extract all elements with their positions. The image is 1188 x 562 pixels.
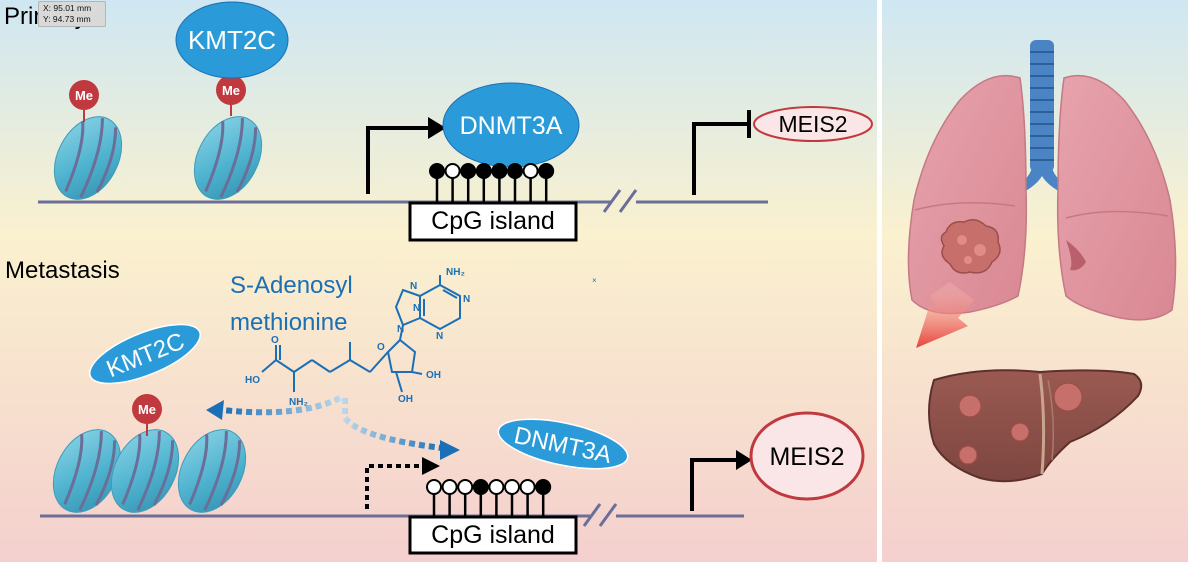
metastasis-promoter-arrowhead <box>422 457 440 475</box>
metastasis-cpg-island: CpG island <box>408 515 578 555</box>
primary-cpg-site-8-filled <box>538 163 555 202</box>
panel-divider <box>877 0 882 562</box>
primary-cpg-site-6-filled <box>507 163 523 202</box>
svg-text:Me: Me <box>138 402 156 417</box>
metastasis-cpg-site-4-filled <box>472 479 489 516</box>
metastasis-gene-arrowhead <box>736 450 752 470</box>
sam-atom-labels: NH₂ N N N N N O O HO NH₂ OH OH <box>245 267 470 408</box>
primary-cpg-lollipops <box>429 163 555 202</box>
primary-cpg-site-7-open <box>522 163 539 202</box>
primary-dna-break-icon <box>602 189 638 213</box>
primary-tumor-icon <box>940 219 1001 274</box>
coordinate-y-readout: Y: 94.73 mm <box>43 14 91 24</box>
metastasis-cpg-site-1-open <box>426 479 442 516</box>
metastasis-heading: Metastasis <box>5 257 120 284</box>
primary-cpg-site-5-filled <box>491 163 508 202</box>
metastasis-cpg-site-2-open <box>441 479 458 516</box>
svg-text:MEIS2: MEIS2 <box>778 111 847 137</box>
primary-cpg-site-3-filled <box>460 163 477 202</box>
svg-text:DNMT3A: DNMT3A <box>460 112 563 140</box>
primary-kmt2c-enzyme: KMT2C <box>175 1 289 79</box>
metastasis-cpg-site-3-open <box>457 479 474 516</box>
primary-methyl-mark-1: Me <box>69 80 99 122</box>
liver-illustration <box>928 369 1143 483</box>
metastasis-cpg-lollipops <box>426 479 552 516</box>
svg-text:N: N <box>436 331 443 342</box>
svg-text:O: O <box>377 342 385 353</box>
primary-methyl-mark-2: Me <box>216 75 246 116</box>
metastasis-gene-activation-arrow <box>690 458 738 511</box>
svg-text:KMT2C: KMT2C <box>188 25 276 55</box>
primary-cpg-site-4-filled <box>475 163 492 202</box>
svg-text:Me: Me <box>222 83 240 98</box>
primary-cpg-site-1-filled <box>429 163 445 202</box>
svg-text:HO: HO <box>245 375 260 386</box>
sam-name-line2: methionine <box>230 309 347 336</box>
stray-mark-icon: × <box>592 276 597 285</box>
svg-text:MEIS2: MEIS2 <box>769 443 844 471</box>
svg-text:CpG island: CpG island <box>431 521 555 549</box>
metastasis-methyl-mark: Me <box>132 394 162 436</box>
svg-text:NH₂: NH₂ <box>446 267 465 278</box>
metastasis-cpg-site-7-open <box>519 479 536 516</box>
sam-name-line1: S-Adenosyl <box>230 272 353 299</box>
primary-gene-repression-bar <box>692 122 748 195</box>
svg-text:OH: OH <box>426 370 441 381</box>
sam-flow-arrows <box>206 395 460 460</box>
metastasis-meis2-gene: MEIS2 <box>749 411 865 501</box>
liver-metastasis-nodules <box>958 382 1083 465</box>
coordinate-x-readout: X: 95.01 mm <box>43 3 92 13</box>
metastasis-cpg-site-5-open <box>488 479 505 516</box>
sam-molecule-structure <box>261 275 461 393</box>
primary-dnmt3a-enzyme: DNMT3A <box>442 82 580 168</box>
primary-meis2-gene: MEIS2 <box>753 106 873 142</box>
svg-text:N: N <box>463 294 470 305</box>
metastasis-dna-break-icon <box>582 503 618 527</box>
svg-text:O: O <box>271 335 279 346</box>
metastasis-cpg-site-8-filled <box>535 479 552 516</box>
coordinate-readout-tooltip: X: 95.01 mm Y: 94.73 mm <box>38 1 106 27</box>
primary-cpg-site-2-open <box>444 163 461 202</box>
svg-text:N: N <box>410 281 417 292</box>
metastasis-cpg-site-6-open <box>504 479 520 516</box>
svg-text:N: N <box>413 303 420 314</box>
svg-text:CpG island: CpG island <box>431 207 555 235</box>
svg-text:N: N <box>397 324 404 335</box>
primary-cpg-island: CpG island <box>408 201 578 242</box>
trachea-illustration <box>1016 40 1068 194</box>
svg-text:OH: OH <box>398 394 413 405</box>
svg-text:NH₂: NH₂ <box>289 397 308 408</box>
primary-promoter-arrowhead <box>428 117 446 139</box>
metastasis-spread-arrow <box>916 282 974 348</box>
primary-promoter-arrow <box>366 126 430 194</box>
svg-text:Me: Me <box>75 88 93 103</box>
